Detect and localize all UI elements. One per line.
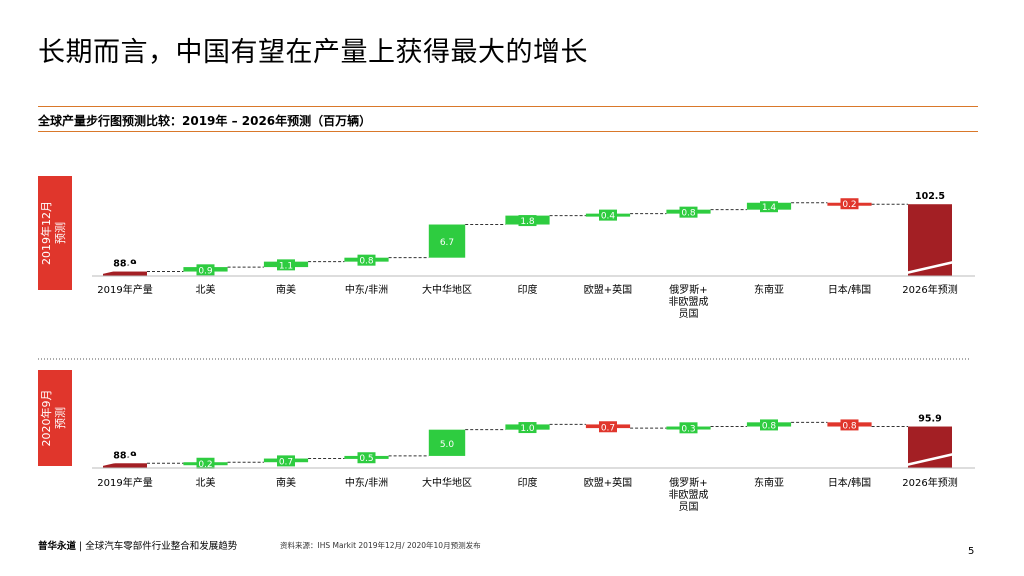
category-tick-label: 俄罗斯+ [669,476,707,489]
bar-total-start [103,463,147,468]
category-tick-label: 东南亚 [754,476,784,489]
data-label-box [760,419,778,431]
data-label-box [357,254,376,266]
category-tick-label: 2026年预测 [902,283,957,296]
category-tick-label: 北美 [196,283,216,296]
data-label: 0.2 [842,200,856,210]
category-tick-label: 2026年预测 [902,476,957,489]
axis-break-mark [905,452,955,467]
data-label: 0.7 [601,423,615,433]
data-label-box [518,215,537,227]
data-label: 0.8 [681,209,696,219]
data-label-box [599,421,617,433]
data-label-box [196,457,215,469]
category-tick-label: 员国 [679,501,699,513]
data-label-box [438,236,456,248]
data-label-box [679,422,698,434]
subtitle-top-rule [38,106,978,107]
category-tick-label: 印度 [518,283,538,296]
data-label: 0.2 [198,460,212,470]
data-label-box [840,198,859,210]
data-label: 0.8 [762,421,777,431]
bar-total-start [103,271,147,276]
data-label-box [760,201,778,213]
category-tick-label: 北美 [196,476,216,489]
data-label-box [277,455,295,467]
data-label-box [357,452,376,464]
page-number: 5 [968,546,975,557]
category-tick-label: 印度 [518,476,538,489]
category-tick-label: 日本/韩国 [828,283,871,296]
data-label: 102.5 [915,191,945,202]
axis-break-mark [905,260,955,275]
axis-break-mark [100,452,150,467]
category-tick-label: 中东/非洲 [345,476,388,489]
data-label: 1.0 [520,424,535,434]
panel-label-badge [38,370,72,466]
page-title: 长期而言，中国有望在产量上获得最大的增长 [38,37,588,68]
panel-label-badge [38,176,72,290]
category-tick-label: 中东/非洲 [345,283,388,296]
panel-label-text: 2020年9月 [39,390,53,447]
footer-report-title: 全球汽车零部件行业整合和发展趋势 [85,541,238,552]
data-label: 1.4 [762,203,777,213]
category-tick-label: 非欧盟成 [669,296,709,308]
data-label: 88.9 [113,259,136,270]
footer-source: 资料来源：IHS Markit 2019年12月/ 2020年10月预测发布 [280,541,481,550]
axis-break-mark [100,260,150,275]
data-label-box [599,209,617,221]
category-tick-label: 大中华地区 [422,476,472,489]
panel-label-text: 预测 [54,222,67,244]
category-tick-label: 2019年产量 [97,283,152,296]
data-label: 95.9 [918,414,941,425]
category-tick-label: 东南亚 [754,283,784,296]
footer-separator: | [79,541,83,552]
category-tick-label: 日本/韩国 [828,476,871,489]
data-label: 88.9 [113,450,136,461]
data-label: 0.7 [279,457,293,467]
category-tick-label: 员国 [679,308,699,320]
data-label-box [438,437,456,449]
category-tick-label: 欧盟+英国 [584,476,632,489]
data-label-box [679,206,698,218]
data-label: 6.7 [440,238,454,248]
subtitle-bottom-rule [38,131,978,132]
category-tick-label: 南美 [276,283,296,296]
panel-label-text: 预测 [54,407,67,429]
data-label: 5.0 [440,440,455,450]
chart-subtitle: 全球产量步行图预测比较：2019年 – 2026年预测（百万辆） [38,114,372,128]
data-label: 0.5 [359,454,373,464]
data-label: 0.9 [198,266,213,276]
bar-total-end [908,426,952,468]
data-label-box [518,422,537,434]
category-tick-label: 2019年产量 [97,476,152,489]
category-tick-label: 非欧盟成 [669,489,709,501]
panel-label-text: 2019年12月 [39,201,53,265]
data-label: 1.1 [279,261,293,271]
data-label-box [277,259,295,271]
category-tick-label: 欧盟+英国 [584,283,632,296]
category-tick-label: 大中华地区 [422,283,472,296]
data-label: 1.8 [520,217,535,227]
data-label: 0.4 [601,212,616,222]
footer-brand: 普华永道 [38,541,77,552]
data-label: 0.3 [681,424,695,434]
data-label: 0.8 [842,421,857,431]
data-label: 0.8 [359,257,374,267]
data-label-box [840,419,859,431]
data-label-box [196,264,215,276]
category-tick-label: 南美 [276,476,296,489]
category-tick-label: 俄罗斯+ [669,283,707,296]
footer-brand-line: 普华永道 | 全球汽车零部件行业整合和发展趋势 [38,538,237,552]
